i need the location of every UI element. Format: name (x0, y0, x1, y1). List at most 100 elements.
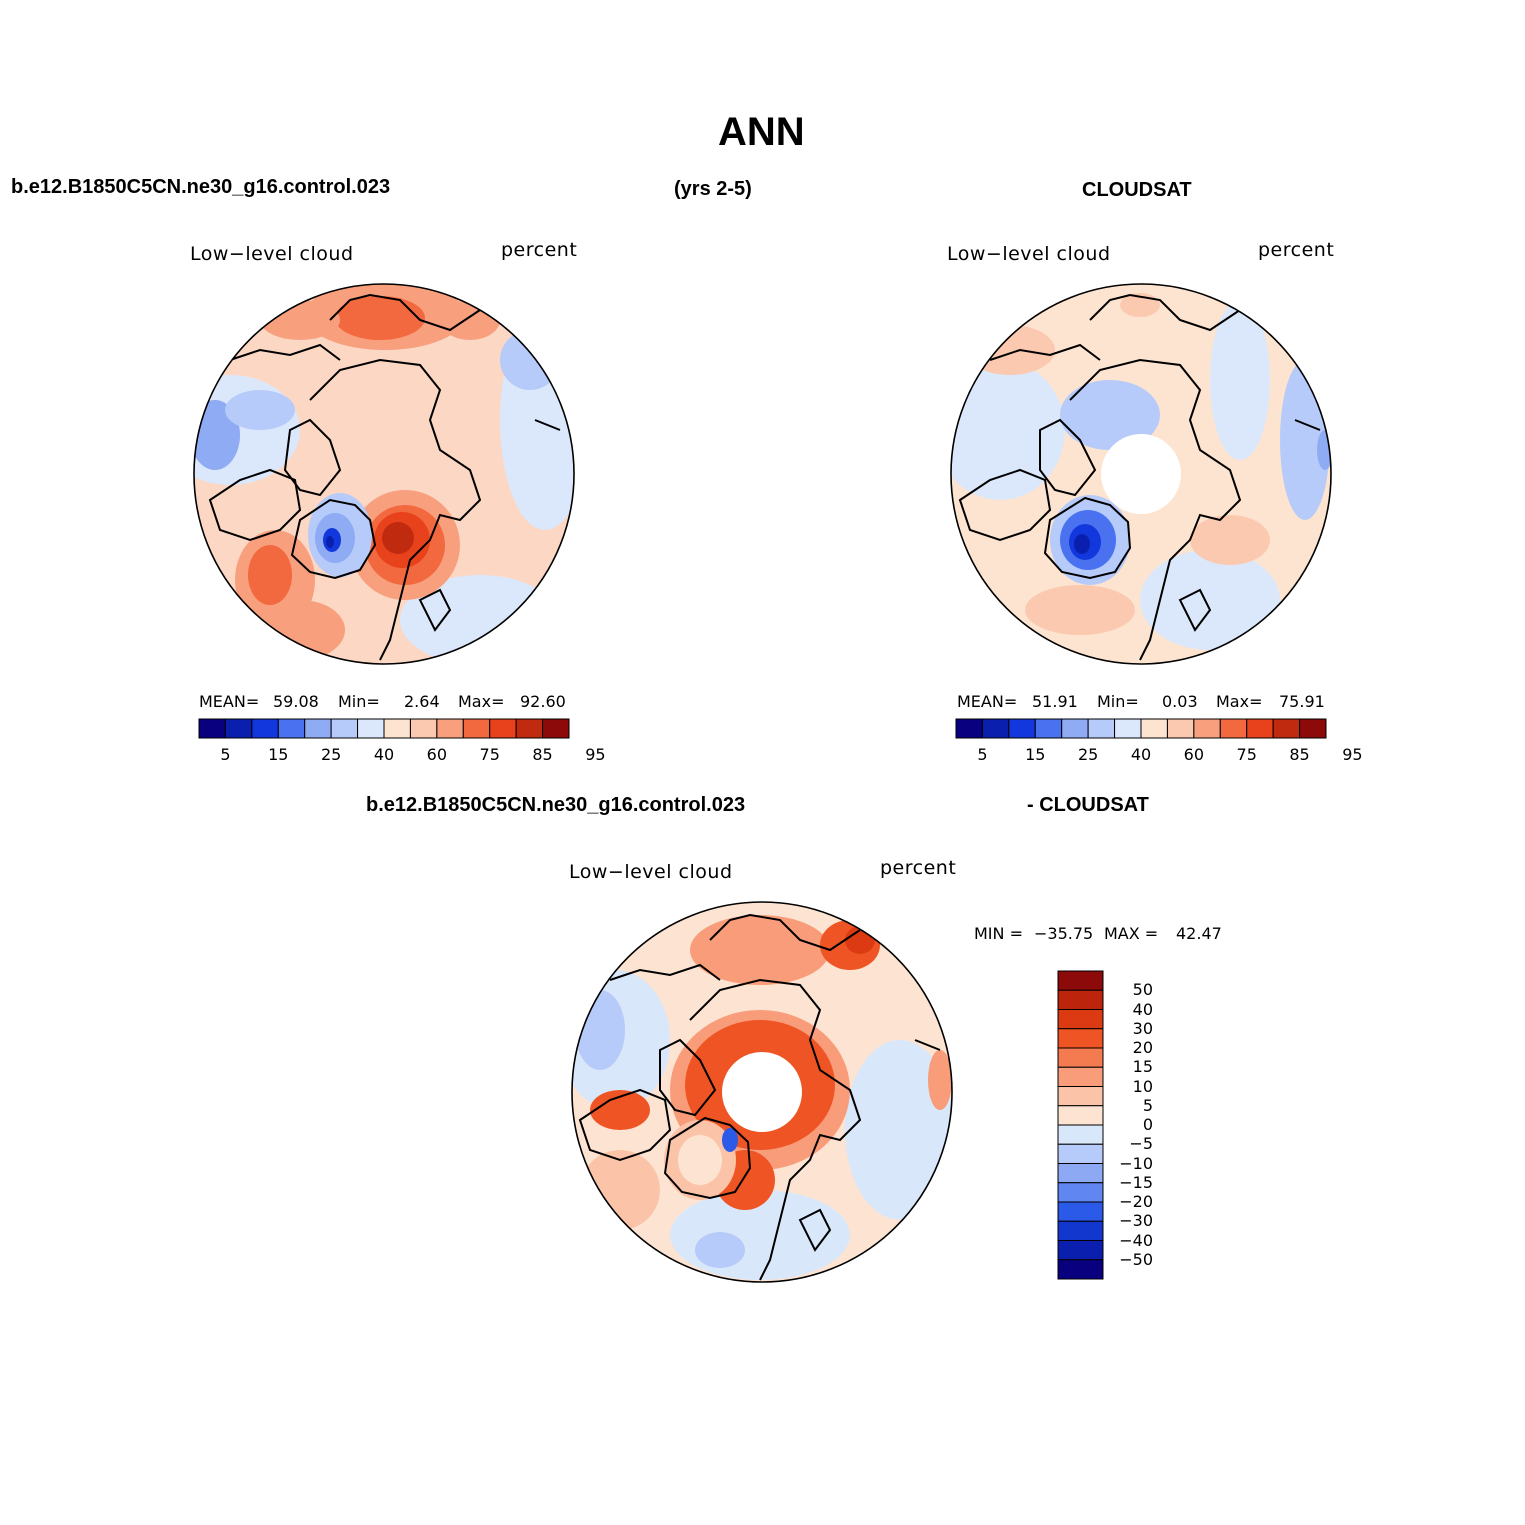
model-colorbar-tick-label: 95 (585, 745, 606, 764)
model-colorbar-swatch (251, 718, 279, 739)
years-label: (yrs 2-5) (674, 178, 752, 200)
diff-map (571, 901, 953, 1283)
diff-colorbar-tick-label: −50 (1119, 1249, 1153, 1269)
diff-colorbar-swatch (1057, 989, 1104, 1010)
obs-map (950, 283, 1332, 665)
model-map (193, 283, 575, 665)
obs-colorbar-tick-label: 5 (977, 745, 988, 764)
diff-colorbar-tick-label: 50 (1132, 980, 1153, 1000)
obs-colorbar-swatch (1114, 718, 1142, 739)
model-colorbar-swatch (198, 718, 226, 739)
diff-colorbar (1057, 970, 1104, 1280)
model-colorbar-swatch (383, 718, 411, 739)
model-colorbar-swatch (515, 718, 544, 739)
model-colorbar-swatch (304, 718, 332, 739)
obs-colorbar-swatch (1087, 718, 1116, 739)
diff-colorbar-tick-label: −40 (1119, 1230, 1153, 1250)
model-colorbar-tick-label: 60 (426, 745, 448, 764)
model-colorbar-swatch (224, 718, 253, 739)
obs-variable-label: Low−level cloud (947, 243, 1111, 265)
model-colorbar-tick-label: 40 (373, 745, 395, 764)
obs-colorbar-tick-label: 85 (1289, 745, 1310, 764)
diff-colorbar-swatch (1057, 1105, 1104, 1126)
obs-colorbar-tick-label: 15 (1025, 745, 1046, 764)
obs-colorbar-swatch (1061, 718, 1089, 739)
model-colorbar-tick-label: 85 (532, 745, 553, 764)
model-colorbar-swatch (436, 718, 464, 739)
diff-colorbar-tick-label: 5 (1142, 1095, 1153, 1115)
diff-colorbar-swatch (1057, 1086, 1104, 1107)
model-mean-label: MEAN= (199, 692, 260, 711)
obs-colorbar (955, 718, 1327, 739)
obs-mean-value: 51.91 (1032, 692, 1078, 711)
diff-units-label: percent (880, 857, 957, 879)
obs-colorbar-tick-label: 60 (1183, 745, 1205, 764)
obs-colorbar-swatch (1219, 718, 1248, 739)
model-units-label: percent (501, 239, 578, 261)
model-colorbar (198, 718, 570, 739)
diff-obs-name-label: - CLOUDSAT (1027, 794, 1149, 816)
model-colorbar-tick-label: 25 (320, 745, 342, 764)
diff-colorbar-tick-label: 40 (1132, 999, 1153, 1019)
diff-colorbar-swatch (1057, 1066, 1104, 1087)
diff-variable-label: Low−level cloud (569, 861, 733, 883)
obs-max-value: 75.91 (1279, 692, 1325, 711)
obs-colorbar-swatch (955, 718, 983, 739)
obs-mean-label: MEAN= (957, 692, 1018, 711)
obs-colorbar-swatch (1246, 718, 1274, 739)
case-name-label: b.e12.B1850C5CN.ne30_g16.control.023 (11, 176, 391, 198)
diff-max-value: 42.47 (1176, 924, 1222, 943)
obs-colorbar-swatch (1166, 718, 1195, 739)
model-colorbar-swatch (277, 718, 306, 739)
obs-colorbar-swatch (1140, 718, 1168, 739)
obs-min-label: Min= (1097, 692, 1139, 711)
diff-colorbar-tick-label: −10 (1119, 1153, 1153, 1173)
diff-colorbar-tick-label: 30 (1132, 1018, 1153, 1038)
figure-title: ANN (718, 110, 805, 154)
diff-colorbar-swatch (1057, 1143, 1104, 1164)
diff-colorbar-swatch (1057, 1009, 1104, 1030)
model-colorbar-swatch (357, 718, 385, 739)
diff-colorbar-tick-label: −15 (1119, 1172, 1153, 1192)
diff-colorbar-tick-label: −5 (1129, 1134, 1153, 1154)
diff-colorbar-swatch (1057, 1163, 1104, 1184)
obs-colorbar-tick-label: 95 (1342, 745, 1363, 764)
diff-colorbar-tick-label: 0 (1142, 1115, 1153, 1134)
obs-min-value: 0.03 (1162, 692, 1198, 711)
obs-colorbar-swatch (1299, 718, 1327, 739)
diff-colorbar-tick-label: −30 (1119, 1211, 1153, 1231)
diff-max-label: MAX = (1104, 924, 1159, 943)
obs-max-label: Max= (1216, 692, 1263, 711)
model-colorbar-swatch (542, 718, 570, 739)
obs-colorbar-tick-label: 75 (1236, 745, 1257, 764)
obs-name-label: CLOUDSAT (1082, 179, 1192, 201)
obs-colorbar-swatch (1034, 718, 1063, 739)
diff-colorbar-swatch (1057, 1220, 1104, 1241)
diff-colorbar-swatch (1057, 1201, 1104, 1222)
diff-colorbar-tick-label: 20 (1132, 1038, 1153, 1057)
model-colorbar-swatch (409, 718, 438, 739)
obs-colorbar-swatch (1193, 718, 1221, 739)
model-colorbar-tick-label: 15 (268, 745, 289, 764)
model-colorbar-swatch (330, 718, 359, 739)
model-colorbar-tick-label: 75 (479, 745, 500, 764)
obs-colorbar-swatch (1008, 718, 1036, 739)
diff-min-label: MIN = (974, 924, 1023, 943)
diff-colorbar-tick-label: 10 (1132, 1076, 1153, 1096)
obs-colorbar-tick-label: 40 (1130, 745, 1152, 764)
model-max-label: Max= (458, 692, 505, 711)
model-colorbar-swatch (489, 718, 517, 739)
model-colorbar-tick-label: 5 (220, 745, 231, 764)
diff-colorbar-swatch (1057, 1028, 1104, 1049)
diff-colorbar-swatch (1057, 970, 1104, 991)
diff-min-value: −35.75 (1034, 924, 1094, 943)
model-max-value: 92.60 (520, 692, 566, 711)
model-min-value: 2.64 (404, 692, 440, 711)
obs-colorbar-swatch (1272, 718, 1301, 739)
obs-colorbar-swatch (981, 718, 1010, 739)
obs-units-label: percent (1258, 239, 1335, 261)
model-mean-value: 59.08 (273, 692, 319, 711)
model-variable-label: Low−level cloud (190, 243, 354, 265)
diff-case-name-label: b.e12.B1850C5CN.ne30_g16.control.023 (366, 794, 746, 816)
